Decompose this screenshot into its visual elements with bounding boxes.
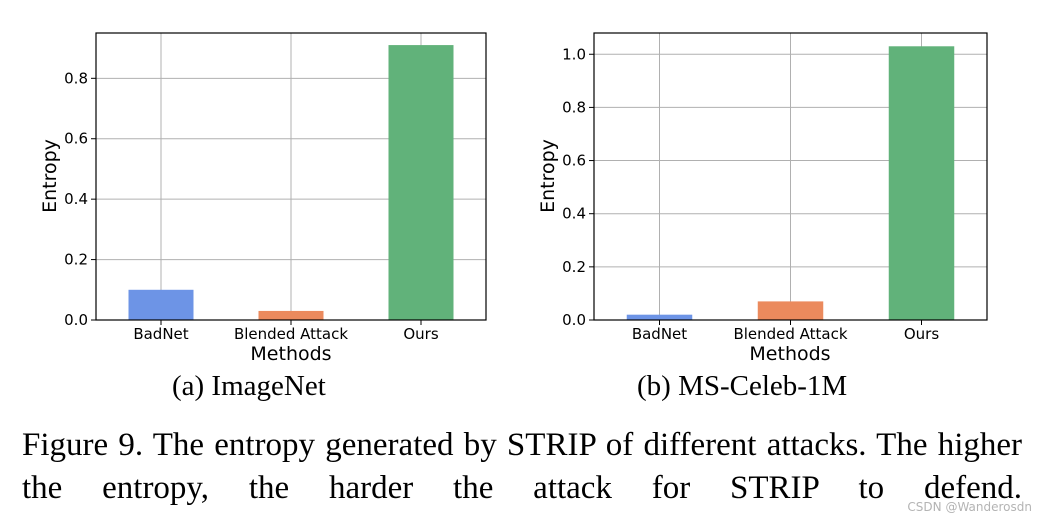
watermark: CSDN @Wanderosdn	[907, 500, 1032, 514]
y-tick-label: 0.6	[64, 130, 88, 148]
subcaption-b: (b) MS-Celeb-1M	[637, 370, 848, 402]
y-tick-label: 0.2	[562, 258, 586, 276]
x-tick-label: BadNet	[133, 325, 188, 343]
y-tick-label: 0.8	[64, 69, 88, 87]
bar-ours	[888, 46, 955, 320]
y-axis-label: Entropy	[39, 139, 61, 213]
chart-a: 0.0 0.2 0.4 0.6 0.8 BadNet Blended Attack Ours M…	[39, 32, 487, 365]
x-tick-label: BadNet	[632, 325, 687, 343]
x-axis-label: Methods	[250, 343, 331, 365]
y-tick-label: 0.4	[562, 205, 586, 223]
x-tick-label: Ours	[904, 325, 939, 343]
x-axis-label: Methods	[749, 343, 830, 365]
x-tick-label: Blended Attack	[733, 325, 847, 343]
bar-blended-attack	[757, 301, 824, 320]
bar-badnet	[128, 289, 194, 320]
bar-blended-attack	[258, 310, 324, 320]
x-tick-label: Blended Attack	[234, 325, 348, 343]
y-tick-label: 0.2	[64, 251, 88, 269]
y-tick-label: 1.0	[562, 45, 586, 63]
figure-caption: Figure 9. The entropy generated by STRIP…	[22, 427, 1022, 506]
y-tick-label: 0.6	[562, 152, 586, 170]
y-tick-label: 0.0	[64, 311, 88, 329]
y-tick-label: 0.8	[562, 98, 586, 116]
bar-ours	[388, 45, 454, 321]
subcaption-a: (a) ImageNet	[172, 370, 326, 402]
y-axis-label: Entropy	[537, 139, 559, 213]
bar-badnet	[626, 314, 693, 320]
figure-charts: 0.0 0.2 0.4 0.6 0.8 BadNet Blended Attack Ours M…	[39, 32, 988, 365]
y-tick-label: 0.0	[562, 311, 586, 329]
y-tick-label: 0.4	[64, 190, 88, 208]
chart-b: 0.0 0.2 0.4 0.6 0.8 1.0 BadNet Blended Attack Ou…	[537, 32, 988, 365]
x-tick-label: Ours	[403, 325, 438, 343]
